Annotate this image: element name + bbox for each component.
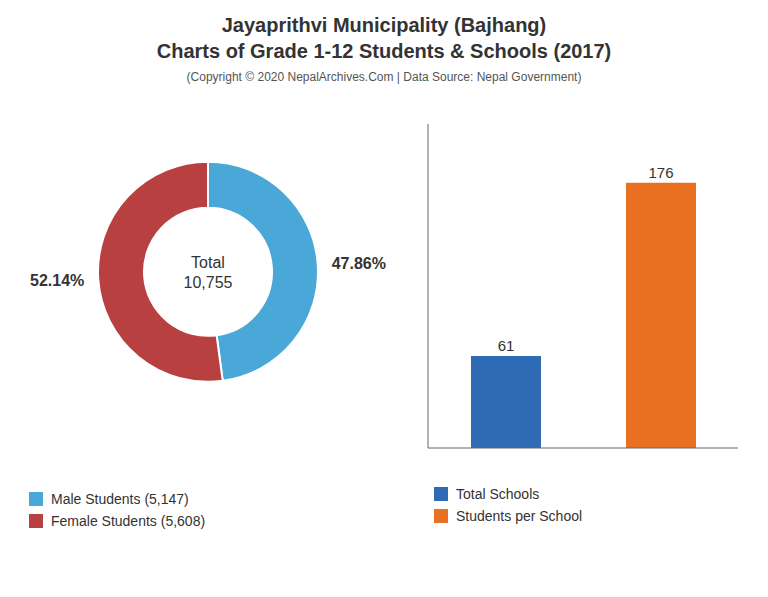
svg-text:176: 176 (648, 164, 673, 181)
html-text:Male Students (5,147): Male Students (5,147) (51, 491, 189, 507)
html-text:Female Students (5,608): Female Students (5,608) (51, 513, 206, 529)
html-text:(Copyright © 2020 NepalArchive: (Copyright © 2020 NepalArchives.Com | Da… (186, 70, 582, 84)
svg-text:52.14%: 52.14% (30, 272, 84, 289)
svg-text:Total10,755: Total10,755 (184, 253, 233, 290)
svg-text:47.86%: 47.86% (332, 255, 386, 272)
html-text:Jayaprithvi Municipality (Bajh: Jayaprithvi Municipality (Bajhang) (221, 14, 547, 36)
html-text:Charts of Grade 1-12 Students: Charts of Grade 1-12 Students & Schools … (156, 40, 612, 62)
html-text:Total Schools: Total Schools (456, 486, 540, 502)
svg-text:61: 61 (498, 337, 515, 354)
html-text:Students per School: Students per School (456, 508, 583, 524)
